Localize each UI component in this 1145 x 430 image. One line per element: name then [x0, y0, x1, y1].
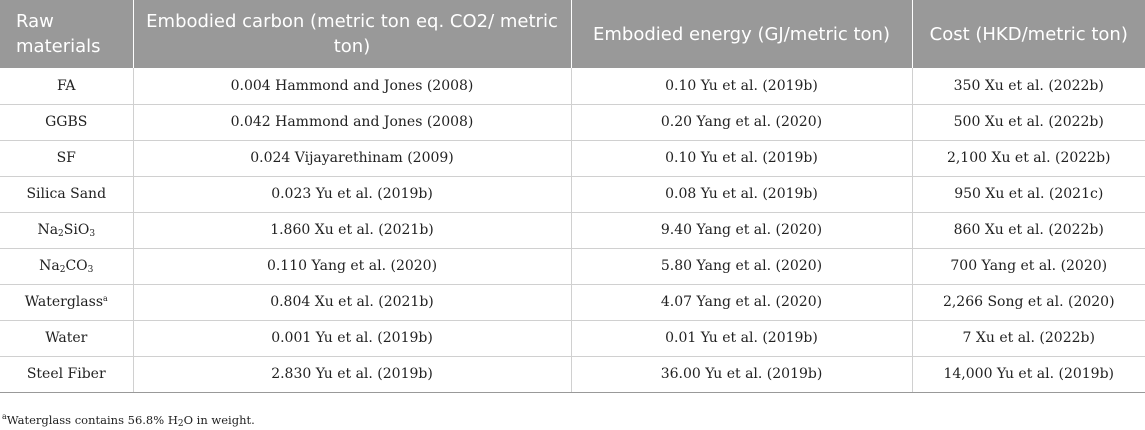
cost-cell: 7 Xu et al. (2022b): [912, 320, 1145, 357]
table-row: FA 0.004 Hammond and Jones (2008) 0.10 Y…: [0, 68, 1145, 105]
formula-subscript: 2: [58, 228, 64, 239]
material-cell: SF: [0, 140, 134, 177]
table-row: Na2SiO3 1.860 Xu et al. (2021b) 9.40 Yan…: [0, 212, 1145, 249]
table-footnote: aWaterglass contains 56.8% H2O in weight…: [2, 412, 255, 429]
footnote-text-before: Waterglass contains 56.8% H: [6, 413, 178, 427]
carbon-cell: 0.804 Xu et al. (2021b): [133, 284, 572, 321]
energy-cell: 36.00 Yu et al. (2019b): [571, 356, 913, 393]
carbon-cell: 0.042 Hammond and Jones (2008): [133, 104, 572, 141]
energy-cell: 9.40 Yang et al. (2020): [571, 212, 913, 249]
material-name: Waterglass: [24, 294, 103, 310]
header-raw-materials: Raw materials: [0, 0, 134, 68]
header-embodied-carbon: Embodied carbon (metric ton eq. CO2/ met…: [133, 0, 572, 68]
material-cell: Water: [0, 320, 134, 357]
carbon-cell: 0.024 Vijayarethinam (2009): [133, 140, 572, 177]
material-cell: Waterglassa: [0, 284, 134, 321]
header-row: Raw materials Embodied carbon (metric to…: [0, 0, 1145, 68]
materials-table: Raw materials Embodied carbon (metric to…: [0, 0, 1145, 393]
cost-cell: 860 Xu et al. (2022b): [912, 212, 1145, 249]
carbon-cell: 1.860 Xu et al. (2021b): [133, 212, 572, 249]
energy-cell: 5.80 Yang et al. (2020): [571, 248, 913, 285]
material-cell: GGBS: [0, 104, 134, 141]
footnote-text-after: O in weight.: [183, 413, 255, 427]
footnote-marker: a: [2, 412, 7, 421]
table-row: Waterglassa 0.804 Xu et al. (2021b) 4.07…: [0, 284, 1145, 321]
footnote-subscript: 2: [177, 419, 184, 429]
formula-part: SiO: [63, 221, 90, 238]
table-row: Na2CO3 0.110 Yang et al. (2020) 5.80 Yan…: [0, 248, 1145, 285]
formula-subscript: 3: [89, 228, 96, 239]
formula-part: Na: [37, 221, 59, 238]
material-cell: Silica Sand: [0, 176, 134, 213]
cost-cell: 2,100 Xu et al. (2022b): [912, 140, 1145, 177]
energy-cell: 0.10 Yu et al. (2019b): [571, 140, 913, 177]
energy-cell: 0.10 Yu et al. (2019b): [571, 68, 913, 105]
energy-cell: 0.01 Yu et al. (2019b): [571, 320, 913, 357]
table-row: SF 0.024 Vijayarethinam (2009) 0.10 Yu e…: [0, 140, 1145, 177]
table-row: Steel Fiber 2.830 Yu et al. (2019b) 36.0…: [0, 356, 1145, 393]
carbon-cell: 0.023 Yu et al. (2019b): [133, 176, 572, 213]
formula-subscript: 3: [87, 264, 94, 275]
cost-cell: 350 Xu et al. (2022b): [912, 68, 1145, 105]
table-row: GGBS 0.042 Hammond and Jones (2008) 0.20…: [0, 104, 1145, 141]
formula-subscript: 2: [59, 264, 66, 275]
energy-cell: 4.07 Yang et al. (2020): [571, 284, 913, 321]
table-row: Silica Sand 0.023 Yu et al. (2019b) 0.08…: [0, 176, 1145, 213]
carbon-cell: 0.004 Hammond and Jones (2008): [133, 68, 572, 105]
carbon-cell: 0.110 Yang et al. (2020): [133, 248, 572, 285]
material-cell: FA: [0, 68, 134, 105]
cost-cell: 950 Xu et al. (2021c): [912, 176, 1145, 213]
formula-part: Na: [39, 257, 60, 274]
cost-cell: 14,000 Yu et al. (2019b): [912, 356, 1145, 393]
material-cell: Na2CO3: [0, 248, 134, 285]
energy-cell: 0.20 Yang et al. (2020): [571, 104, 913, 141]
footnote-marker: a: [103, 294, 108, 303]
table-row: Water 0.001 Yu et al. (2019b) 0.01 Yu et…: [0, 320, 1145, 357]
cost-cell: 500 Xu et al. (2022b): [912, 104, 1145, 141]
header-embodied-energy: Embodied energy (GJ/metric ton): [571, 0, 913, 68]
energy-cell: 0.08 Yu et al. (2019b): [571, 176, 913, 213]
header-cost: Cost (HKD/metric ton): [912, 0, 1145, 68]
carbon-cell: 0.001 Yu et al. (2019b): [133, 320, 572, 357]
cost-cell: 2,266 Song et al. (2020): [912, 284, 1145, 321]
material-cell: Na2SiO3: [0, 212, 134, 249]
carbon-cell: 2.830 Yu et al. (2019b): [133, 356, 572, 393]
cost-cell: 700 Yang et al. (2020): [912, 248, 1145, 285]
material-cell: Steel Fiber: [0, 356, 134, 393]
formula-part: CO: [65, 257, 88, 274]
